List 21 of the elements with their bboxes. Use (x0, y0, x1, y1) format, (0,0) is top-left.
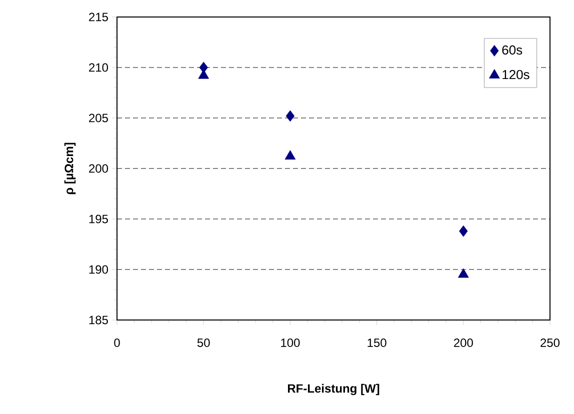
point (286, 110, 295, 122)
y-tick-label: 215 (89, 12, 108, 22)
legend-label: 120s (502, 70, 530, 80)
x-tick-label: 250 (540, 338, 560, 348)
point (459, 225, 468, 237)
y-tick-label: 190 (89, 265, 108, 274)
point (284, 150, 296, 160)
x-tick-label: 150 (368, 338, 386, 348)
y-axis-title: ρ [µΩcm] (64, 142, 76, 194)
y-tick-label: 205 (89, 114, 108, 122)
x-tick-label: 100 (281, 338, 300, 348)
y-tick-label: 195 (89, 214, 108, 224)
y-tick-label: 185 (89, 316, 108, 324)
x-tick-label: 50 (197, 338, 210, 348)
point (458, 268, 469, 278)
x-axis-title: RF-Leistung [W] (288, 384, 380, 396)
x-tick-label: 200 (454, 338, 473, 348)
y-tick-label: 200 (89, 164, 108, 173)
legend-label: 60s (502, 45, 522, 55)
y-tick-label: 210 (89, 63, 108, 72)
x-tick-label: 0 (114, 338, 120, 348)
